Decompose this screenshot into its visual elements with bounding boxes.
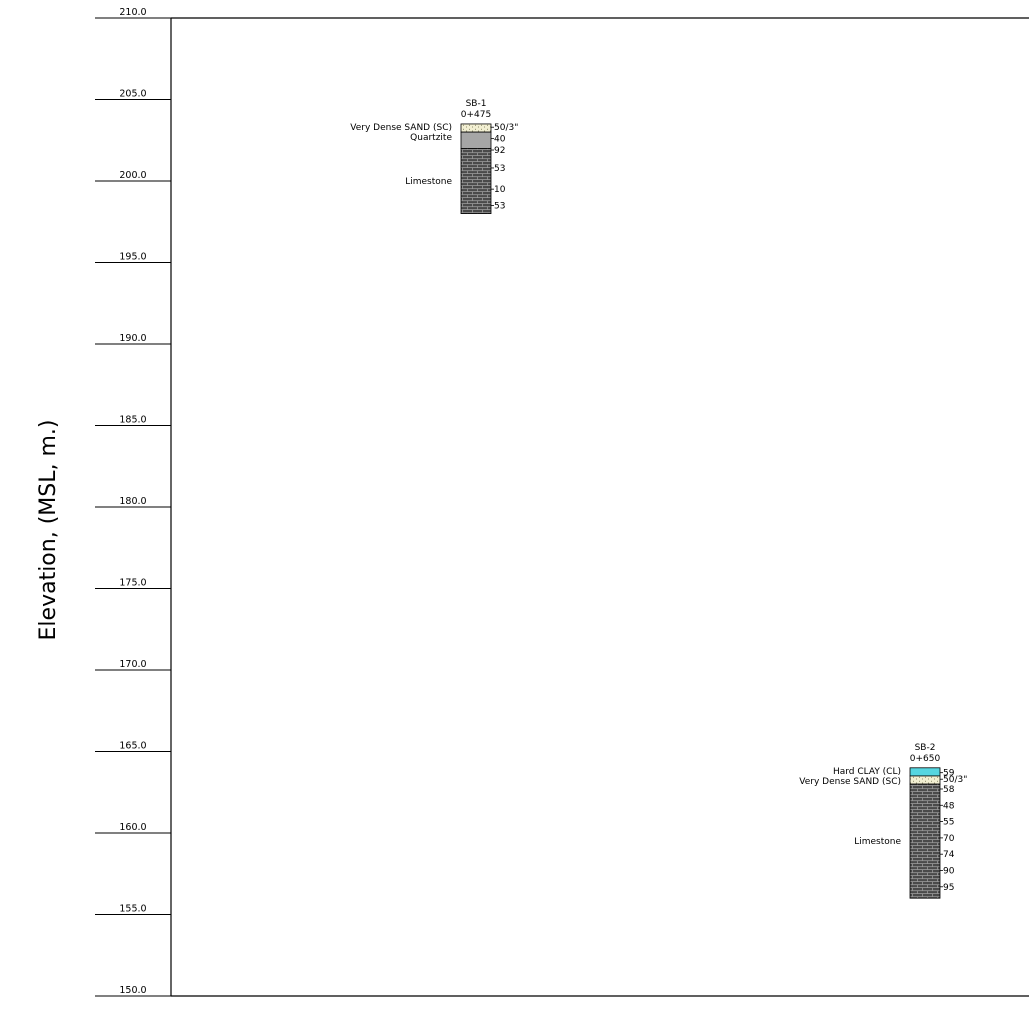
elevation-tick-label: 205.0 (119, 89, 146, 100)
borehole-station: 0+475 (461, 110, 491, 120)
soil-layer-sand (460, 123, 492, 133)
spt-value: 95 (943, 883, 954, 893)
y-axis-title: Elevation, (MSL, m.) (36, 420, 61, 641)
spt-value: 74 (943, 850, 955, 860)
elevation-tick-label: 150.0 (119, 985, 146, 996)
elevation-tick-label: 175.0 (119, 578, 146, 589)
elevation-tick-label: 190.0 (119, 333, 146, 344)
elevation-tick-label: 165.0 (119, 741, 146, 752)
soil-layer-clay (909, 767, 941, 777)
soil-layer-quartzite (460, 131, 492, 149)
borehole-id: SB-2 (915, 743, 936, 753)
spt-value: 55 (943, 818, 954, 828)
spt-value: 59 (943, 769, 955, 779)
elevation-tick-label: 170.0 (119, 659, 146, 670)
spt-value: 53 (494, 201, 505, 211)
elevation-tick-label: 180.0 (119, 496, 146, 507)
soil-layer-limestone (909, 783, 941, 899)
elevation-ticks: 210.0 205.0 200.0 195.0 190.0 185.0 180.0 175.0… (95, 7, 171, 997)
spt-value: 50/3" (494, 123, 518, 133)
layer-description: Limestone (405, 177, 452, 187)
spt-value: 50/3" (943, 775, 967, 785)
borehole-sb-2: SB-20+650 Hard CLAY (CL)Very Dense SAND (… (799, 743, 967, 899)
elevation-tick-label: 160.0 (119, 822, 146, 833)
elevation-tick-label: 195.0 (119, 252, 146, 263)
spt-value: 40 (494, 135, 506, 145)
borehole-id: SB-1 (466, 99, 487, 109)
spt-value: 53 (494, 164, 505, 174)
layer-description: Very Dense SAND (SC) (350, 123, 452, 133)
spt-value: 58 (943, 785, 955, 795)
elevation-tick-label: 185.0 (119, 415, 146, 426)
borehole-station: 0+650 (910, 754, 941, 764)
spt-value: 70 (943, 834, 955, 844)
layer-description: Very Dense SAND (SC) (799, 777, 901, 787)
soil-layer-sand (909, 775, 941, 785)
layer-description: Hard CLAY (CL) (833, 767, 901, 777)
elevation-tick-label: 155.0 (119, 904, 146, 915)
soil-layer-limestone (460, 147, 492, 214)
spt-value: 48 (943, 801, 955, 811)
elevation-tick-label: 200.0 (119, 170, 146, 181)
spt-value: 90 (943, 866, 955, 876)
layer-description: Quartzite (410, 133, 452, 143)
spt-value: 92 (494, 146, 505, 156)
spt-value: 10 (494, 185, 506, 195)
elevation-tick-label: 210.0 (119, 7, 146, 18)
borehole-sb-1: SB-10+475 Very Dense SAND (SC)Quartzite Li… (350, 99, 518, 214)
layer-description: Limestone (854, 837, 901, 847)
